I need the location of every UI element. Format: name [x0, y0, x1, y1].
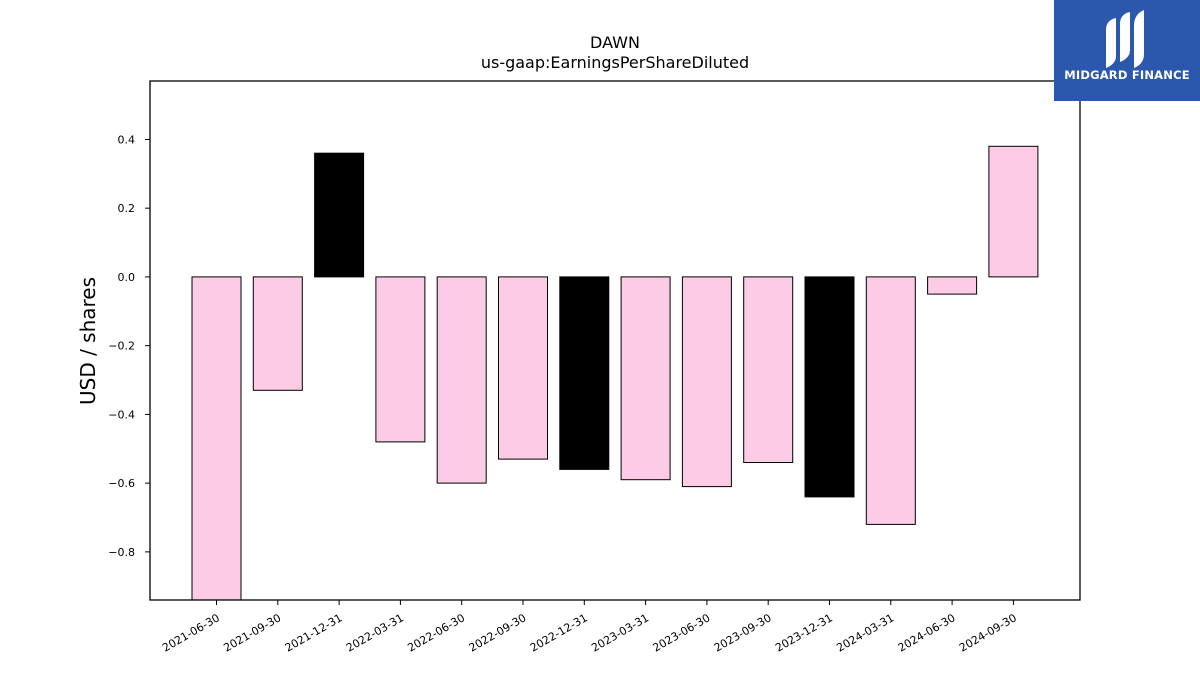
- bar-2022-06-30: [436, 276, 487, 484]
- bar-2021-12-31: [314, 152, 365, 278]
- y-tick-label: 0.2: [118, 202, 136, 215]
- x-tick-label: 2022-12-31: [528, 611, 590, 654]
- x-tick-label: 2021-09-30: [221, 611, 283, 654]
- bar-2022-12-31: [559, 276, 610, 470]
- x-tick-label: 2023-09-30: [712, 611, 774, 654]
- bar-2022-09-30: [498, 276, 548, 460]
- chart-subtitle: us-gaap:EarningsPerShareDiluted: [481, 53, 749, 72]
- x-tick-label: 2023-12-31: [773, 611, 835, 654]
- bar-2021-06-30: [191, 276, 242, 601]
- x-tick-label: 2021-06-30: [160, 611, 222, 654]
- y-tick-label: −0.6: [108, 477, 135, 490]
- chart-title: DAWN: [590, 33, 640, 52]
- bar-2023-06-30: [681, 276, 732, 488]
- bar-2023-09-30: [743, 276, 794, 463]
- x-tick-label: 2023-03-31: [589, 611, 651, 654]
- bar-2024-06-30: [927, 276, 978, 295]
- y-tick-label: −0.8: [108, 546, 135, 559]
- bar-2022-03-31: [375, 276, 426, 443]
- bar-2021-09-30: [252, 276, 303, 391]
- midgard-logo-icon: [1106, 10, 1144, 68]
- bar-2023-03-31: [620, 276, 671, 481]
- y-tick-label: −0.2: [108, 340, 135, 353]
- x-tick-label: 2022-09-30: [467, 611, 529, 654]
- bar-2024-09-30: [988, 145, 1039, 278]
- x-tick-label: 2021-12-31: [283, 611, 345, 654]
- logo-text: MIDGARD FINANCE: [1064, 68, 1190, 82]
- midgard-finance-logo: MIDGARD FINANCE: [1054, 0, 1200, 101]
- x-tick-label: 2024-03-31: [834, 611, 896, 654]
- x-tick-label: 2024-09-30: [957, 611, 1019, 654]
- axes-frame: [149, 80, 1081, 601]
- bar-2023-12-31: [804, 276, 855, 498]
- y-tick-label: −0.4: [108, 408, 135, 421]
- y-tick-label: 0.4: [118, 133, 136, 146]
- x-tick-label: 2022-03-31: [344, 611, 406, 654]
- bar-2024-03-31: [865, 276, 916, 525]
- x-tick-label: 2024-06-30: [896, 611, 958, 654]
- y-axis-label: USD / shares: [76, 277, 100, 405]
- y-tick-label: 0.0: [118, 271, 136, 284]
- x-tick-label: 2022-06-30: [405, 611, 467, 654]
- x-tick-label: 2023-06-30: [651, 611, 713, 654]
